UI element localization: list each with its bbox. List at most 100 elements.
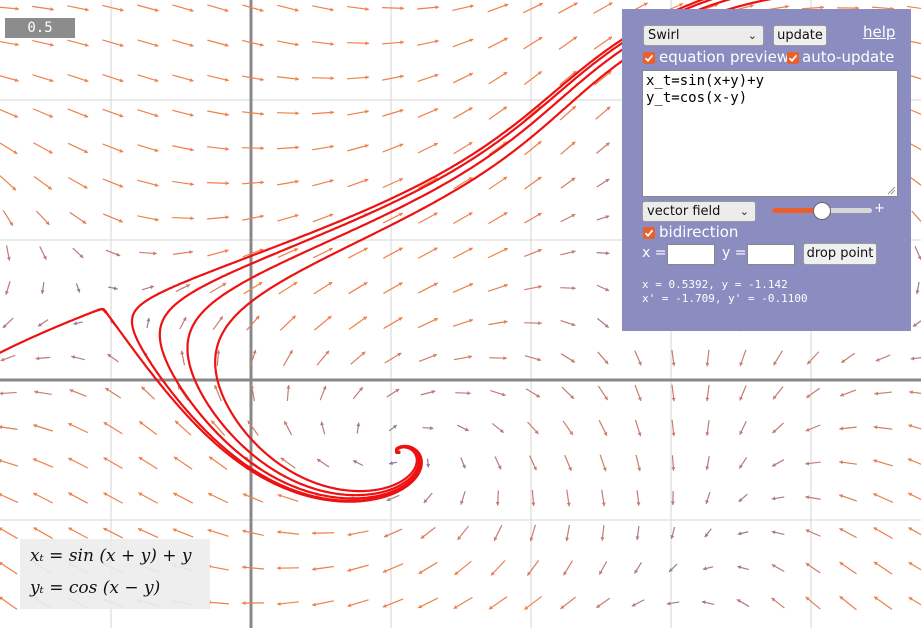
field-arrow [277,213,299,222]
field-arrow [382,143,404,153]
field-arrow [216,350,221,366]
field-arrow [179,316,187,330]
field-arrow [453,596,473,610]
field-arrow [805,387,821,399]
field-arrow [242,111,264,116]
field-arrow [488,211,508,225]
field-arrow [417,282,439,294]
field-arrow [873,596,893,610]
field-arrow [631,599,645,607]
field-arrow [207,564,229,571]
field-arrow [242,248,264,258]
field-arrow [138,492,158,504]
field-arrow [453,354,473,361]
field-arrow [105,249,121,257]
field-arrow [456,424,470,432]
field-arrow [494,456,502,470]
field-arrow [67,457,89,469]
field-arrow [705,455,710,471]
field-arrow [108,286,118,291]
field-arrow [0,108,19,118]
field-arrow [171,216,195,221]
field-arrow [107,353,119,363]
chevron-down-icon: ⌄ [747,29,757,42]
field-arrow [68,527,88,539]
field-arrow [0,142,18,155]
field-arrow [172,250,194,255]
field-arrow [596,178,610,188]
field-arrow [704,528,712,538]
field-arrow [207,492,229,504]
auto-update-checkbox[interactable] [787,52,799,64]
field-arrow [277,493,299,502]
chevron-down-icon: ⌄ [739,205,749,218]
field-arrow [771,597,785,609]
field-arrow [71,355,85,361]
x-input[interactable] [667,244,715,265]
field-arrow [32,108,54,118]
field-arrow [526,560,540,576]
resize-handle-icon[interactable] [887,186,896,195]
field-arrow [805,495,821,500]
field-arrow [873,527,893,539]
field-arrow [563,560,573,576]
bidirection-checkbox[interactable] [643,227,655,239]
field-arrow [242,493,264,503]
field-arrow [453,176,473,190]
field-arrow [352,459,364,467]
field-arrow [909,390,921,395]
field-arrow [206,215,230,220]
field-arrow [417,597,439,609]
field-arrow [277,530,299,535]
drop-point-button[interactable]: drop point [803,243,877,265]
field-arrow [560,177,576,189]
field-arrow [805,596,821,610]
field-arrow [595,106,611,120]
field-arrow [140,386,156,400]
field-arrow [383,528,403,538]
field-arrow [529,524,537,542]
field-arrow [138,456,158,470]
field-arrow [138,420,158,436]
field-arrow [738,457,748,469]
field-arrow [417,108,439,118]
equations-textarea[interactable]: x_t=sin(x+y)+y y_t=cos(x-y) [642,70,898,197]
mode-select[interactable]: vector field ⌄ [642,201,756,222]
field-arrow [737,565,749,571]
field-arrow [488,176,508,190]
field-arrow [418,561,438,575]
equation-preview-checkbox[interactable] [643,52,655,64]
field-arrow [243,281,263,295]
field-arrow [771,459,785,467]
y-input[interactable] [747,244,795,265]
field-arrow [523,70,543,86]
field-arrow [312,565,334,571]
field-arrow [597,351,609,365]
field-arrow [319,385,327,401]
field-arrow [806,351,820,365]
field-arrow [33,142,53,154]
field-arrow [242,39,264,47]
field-arrow [525,388,541,398]
slider-thumb[interactable] [813,202,831,220]
field-arrow [524,321,542,326]
field-arrow [531,489,536,507]
help-link[interactable]: help [863,23,896,41]
field-arrow [36,210,50,226]
field-arrow [839,460,857,465]
field-arrow [214,384,222,402]
field-arrow [312,41,334,46]
field-arrow [417,317,439,329]
field-arrow [773,350,783,366]
field-arrow [312,213,334,223]
update-button[interactable]: update [773,25,827,46]
field-arrow [172,145,194,152]
field-arrow [67,142,89,154]
field-arrow [914,245,921,261]
field-arrow [39,246,47,260]
field-arrow [596,251,610,256]
field-arrow [356,422,361,434]
field-arrow [561,386,575,400]
preset-select[interactable]: Swirl ⌄ [643,25,764,46]
field-arrow [68,492,88,504]
